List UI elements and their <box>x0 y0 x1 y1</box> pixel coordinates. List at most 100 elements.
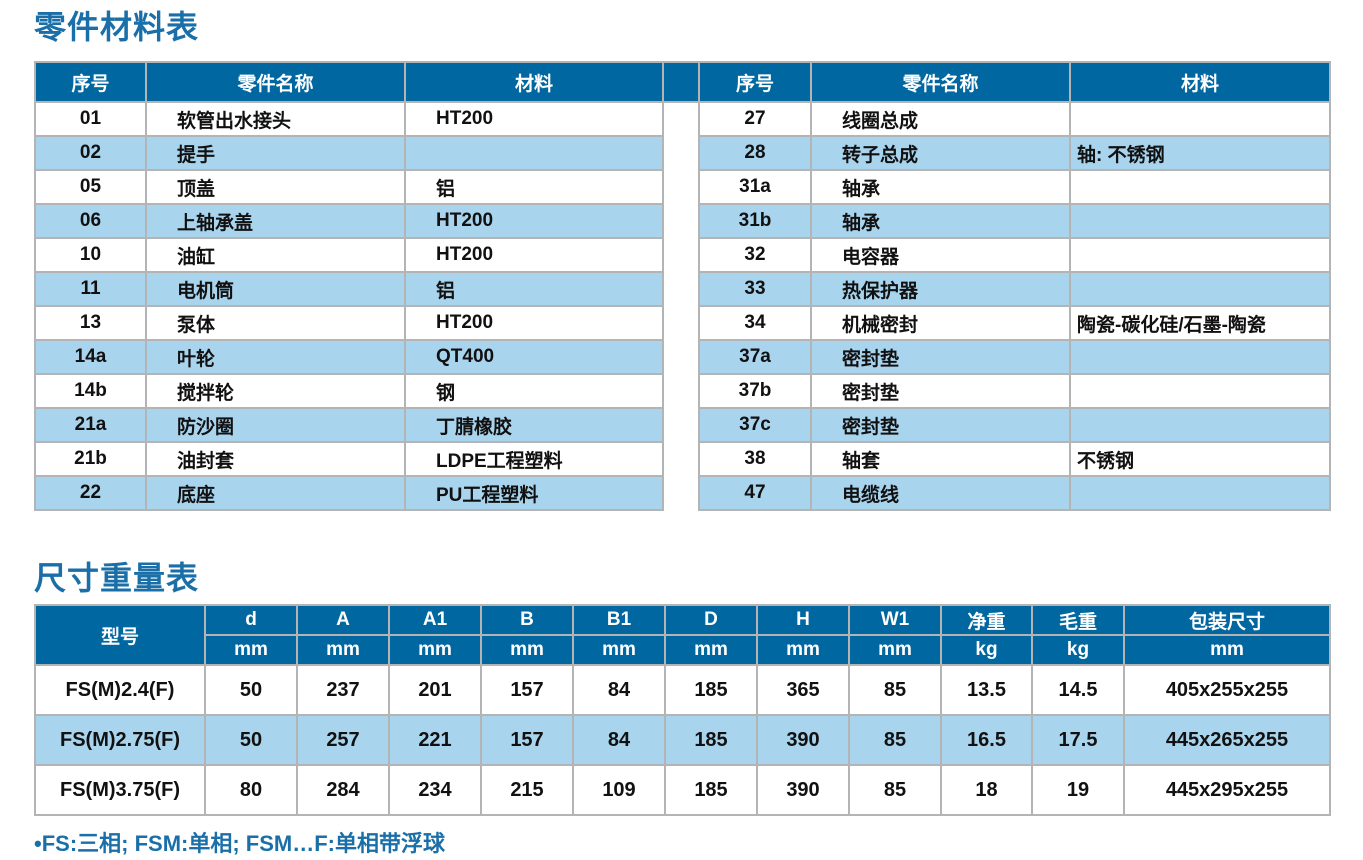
part-name: 上轴承盖 <box>145 203 406 239</box>
part-material <box>1069 203 1331 239</box>
value-cell: 80 <box>204 764 298 816</box>
gap-cell <box>662 408 700 442</box>
part-name: 叶轮 <box>145 339 406 375</box>
part-name: 泵体 <box>145 305 406 341</box>
value-cell: 365 <box>756 664 850 716</box>
part-name: 轴承 <box>810 203 1071 239</box>
header-dimension: D <box>664 604 758 636</box>
part-name: 搅拌轮 <box>145 373 406 409</box>
dims-table-title: 尺寸重量表 <box>34 560 200 596</box>
part-material: 钢 <box>404 373 664 409</box>
table-row: 21b 油封套 LDPE工程塑料 38 轴套 不锈钢 <box>34 441 1331 477</box>
part-material <box>1069 101 1331 137</box>
part-name: 油封套 <box>145 441 406 477</box>
part-material: HT200 <box>404 305 664 341</box>
part-seq: 06 <box>34 203 147 239</box>
part-name: 机械密封 <box>810 305 1071 341</box>
part-seq: 32 <box>698 237 812 273</box>
part-seq: 14b <box>34 373 147 409</box>
gap-cell <box>662 306 700 340</box>
header-unit: kg <box>940 634 1033 666</box>
part-name: 密封垫 <box>810 339 1071 375</box>
dims-table: 型号 d A A1 B B1 D H W1 净重 毛重 包装尺寸 mm mm mm mm mm mm mm mm kg k… <box>34 604 1331 816</box>
table-row: 14a 叶轮 QT400 37a 密封垫 <box>34 339 1331 375</box>
header-dimension: A <box>296 604 390 636</box>
value-cell: 215 <box>480 764 574 816</box>
part-seq: 11 <box>34 271 147 307</box>
value-cell: 185 <box>664 714 758 766</box>
header-material: 材料 <box>404 61 664 103</box>
part-material: QT400 <box>404 339 664 375</box>
part-seq: 38 <box>698 441 812 477</box>
part-material: HT200 <box>404 203 664 239</box>
gap-cell <box>662 442 700 476</box>
part-seq: 01 <box>34 101 147 137</box>
table-row: FS(M)3.75(F) 80 284 234 215 109 185 390 85 18 19 44… <box>34 764 1331 816</box>
table-row: 14b 搅拌轮钢 37b 密封垫 <box>34 373 1331 409</box>
header-unit: mm <box>388 634 482 666</box>
table-row: 02 提手 28 转子总成 轴: 不锈钢 <box>34 135 1331 171</box>
value-cell: 157 <box>480 664 574 716</box>
value-cell: 17.5 <box>1031 714 1125 766</box>
part-material: 丁腈橡胶 <box>404 407 664 443</box>
part-material: 不锈钢 <box>1069 441 1331 477</box>
table-row: 21a 防沙圈 丁腈橡胶 37c 密封垫 <box>34 407 1331 443</box>
part-seq: 31a <box>698 169 812 205</box>
part-name: 电机筒 <box>145 271 406 307</box>
header-gap <box>662 61 700 103</box>
part-material: PU工程塑料 <box>404 475 664 511</box>
value-cell: 84 <box>572 664 666 716</box>
parts-table-title: 零件材料表 <box>34 9 200 45</box>
part-material: 铝 <box>404 169 664 205</box>
header-material: 材料 <box>1069 61 1331 103</box>
part-seq: 14a <box>34 339 147 375</box>
header-dimension: 包装尺寸 <box>1123 604 1331 636</box>
table-row: 22 底座 PU工程塑料 47 电缆线 <box>34 475 1331 511</box>
header-unit: mm <box>848 634 942 666</box>
part-seq: 05 <box>34 169 147 205</box>
part-material <box>1069 169 1331 205</box>
part-material <box>1069 339 1331 375</box>
part-seq: 37a <box>698 339 812 375</box>
value-cell: 445x295x255 <box>1123 764 1331 816</box>
part-seq: 10 <box>34 237 147 273</box>
header-dimension: B <box>480 604 574 636</box>
value-cell: 85 <box>848 764 942 816</box>
value-cell: 201 <box>388 664 482 716</box>
header-unit: mm <box>572 634 666 666</box>
part-seq: 21b <box>34 441 147 477</box>
value-cell: 185 <box>664 664 758 716</box>
part-material: 铝 <box>404 271 664 307</box>
part-material <box>1069 475 1331 511</box>
value-cell: 157 <box>480 714 574 766</box>
value-cell: 405x255x255 <box>1123 664 1331 716</box>
header-dimension: B1 <box>572 604 666 636</box>
value-cell: 85 <box>848 664 942 716</box>
gap-cell <box>662 476 700 510</box>
part-seq: 33 <box>698 271 812 307</box>
part-seq: 31b <box>698 203 812 239</box>
part-material: HT200 <box>404 101 664 137</box>
part-name: 轴套 <box>810 441 1071 477</box>
value-cell: 50 <box>204 664 298 716</box>
parts-header-row: 序号 零件名称 材料 序号 零件名称 材料 <box>34 61 1331 103</box>
value-cell: 84 <box>572 714 666 766</box>
header-name: 零件名称 <box>810 61 1071 103</box>
table-row: 13 泵体 HT200 34 机械密封 陶瓷-碳化硅/石墨-陶瓷 <box>34 305 1331 341</box>
value-cell: 237 <box>296 664 390 716</box>
part-material <box>1069 407 1331 443</box>
header-seq: 序号 <box>34 61 147 103</box>
part-name: 密封垫 <box>810 373 1071 409</box>
table-row: 10 油缸 HT200 32 电容器 <box>34 237 1331 273</box>
table-row: 05 顶盖铝 31a 轴承 <box>34 169 1331 205</box>
part-name: 电缆线 <box>810 475 1071 511</box>
value-cell: 13.5 <box>940 664 1033 716</box>
model-cell: FS(M)2.75(F) <box>34 714 206 766</box>
header-dimension: H <box>756 604 850 636</box>
model-cell: FS(M)2.4(F) <box>34 664 206 716</box>
gap-cell <box>662 374 700 408</box>
part-name: 顶盖 <box>145 169 406 205</box>
header-name: 零件名称 <box>145 61 406 103</box>
value-cell: 221 <box>388 714 482 766</box>
header-row: mm mm mm mm mm mm mm mm kg kg mm <box>35 634 1331 666</box>
